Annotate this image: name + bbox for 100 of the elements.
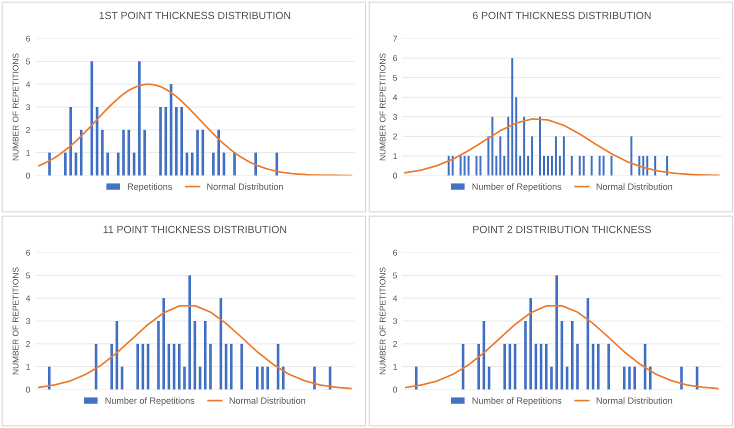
y-tick-label: 2	[393, 341, 397, 347]
legend-label: Normal Distribution	[230, 397, 306, 404]
bar	[178, 344, 181, 390]
bar	[74, 152, 78, 176]
bar	[607, 344, 610, 390]
bar	[503, 344, 506, 390]
bar	[143, 130, 146, 176]
bar	[477, 344, 480, 390]
bar	[555, 275, 558, 390]
bar	[596, 344, 600, 390]
bar	[146, 344, 150, 390]
bar	[96, 107, 98, 176]
chart-title: POINT 2 DISTRIBUTION THICKNESS	[473, 226, 651, 234]
bar	[222, 152, 226, 176]
bar	[529, 298, 532, 390]
y-axis-title: NUMBER OF REPETITIONS	[380, 267, 386, 374]
bar	[80, 130, 83, 176]
y-tick-label: 4	[392, 94, 398, 100]
bar	[514, 344, 516, 390]
y-tick-label: 1	[26, 364, 30, 370]
line-series	[38, 83, 352, 176]
y-tick-label: 3	[26, 318, 30, 324]
bar	[136, 344, 139, 390]
legend-label: Number of Repetitions	[106, 397, 194, 406]
bar	[261, 366, 264, 390]
bar	[256, 366, 259, 390]
bar	[159, 107, 162, 176]
bar	[204, 321, 207, 390]
y-tick-label: 2	[26, 127, 30, 133]
y-tick-label: 0	[26, 172, 30, 179]
y-tick-label: 6	[26, 36, 30, 42]
bar	[101, 130, 104, 176]
bar	[212, 152, 215, 176]
line-series	[38, 304, 352, 390]
bar	[48, 152, 51, 176]
bar	[592, 344, 594, 390]
bar	[48, 366, 51, 390]
bar	[122, 130, 125, 176]
bar	[622, 366, 626, 390]
y-tick-label: 5	[393, 272, 398, 278]
y-tick-label: 0	[26, 386, 30, 393]
bar	[127, 130, 130, 176]
bar	[266, 366, 269, 390]
bar	[196, 130, 199, 176]
bar	[534, 344, 538, 390]
bar	[696, 366, 698, 390]
bar	[180, 107, 183, 176]
bar	[508, 344, 512, 390]
bar	[138, 61, 141, 176]
bar	[157, 321, 160, 390]
bar	[175, 107, 178, 176]
chart-title: 1ST POINT THICKNESS DISTRIBUTION	[100, 12, 290, 20]
bar	[183, 366, 186, 390]
bar	[162, 298, 165, 390]
bar	[488, 366, 490, 390]
legend-label: Normal Distribution	[207, 183, 283, 190]
y-axis-title: NUMBER OF REPETITIONS	[12, 53, 19, 160]
bar	[116, 152, 120, 176]
bar	[190, 152, 194, 176]
bar	[240, 344, 243, 390]
chart-title: 6 POINT THICKNESS DISTRIBUTION	[472, 12, 651, 20]
bar	[680, 366, 683, 390]
y-tick-label: 4	[26, 295, 30, 302]
bar	[201, 130, 204, 176]
y-tick-label: 3	[26, 104, 30, 110]
bar	[233, 152, 236, 176]
bar	[313, 366, 316, 390]
bar	[186, 152, 188, 176]
bar	[524, 321, 527, 390]
bar	[230, 344, 233, 390]
y-tick-label: 4	[26, 81, 30, 88]
bar	[544, 344, 548, 390]
legend-label: Normal Distribution	[596, 397, 672, 404]
legend-label: Normal Distribution	[596, 183, 672, 190]
y-axis-title: NUMBER OF REPETITIONS	[12, 267, 19, 374]
bar	[69, 107, 72, 176]
y-tick-label: 1	[26, 150, 30, 156]
y-tick-label: 3	[393, 114, 398, 120]
y-tick-label: 2	[393, 134, 397, 140]
bar	[462, 344, 464, 390]
y-tick-label: 4	[392, 295, 398, 302]
bar	[194, 321, 196, 390]
bar	[106, 152, 109, 176]
bar	[209, 344, 212, 390]
bar	[628, 366, 631, 390]
bar	[414, 366, 418, 390]
y-tick-label: 2	[26, 341, 30, 347]
bar	[94, 344, 98, 390]
y-tick-label: 6	[393, 250, 398, 256]
bar	[120, 366, 124, 390]
bar	[198, 366, 202, 390]
bar	[110, 344, 113, 390]
legend-label: Number of Repetitions	[472, 397, 562, 406]
y-tick-label: 5	[26, 272, 30, 278]
bar	[90, 61, 94, 176]
y-tick-label: 7	[393, 36, 397, 42]
bar	[188, 275, 191, 390]
bar	[570, 321, 574, 390]
bar	[550, 366, 553, 390]
y-tick-label: 3	[393, 318, 398, 324]
